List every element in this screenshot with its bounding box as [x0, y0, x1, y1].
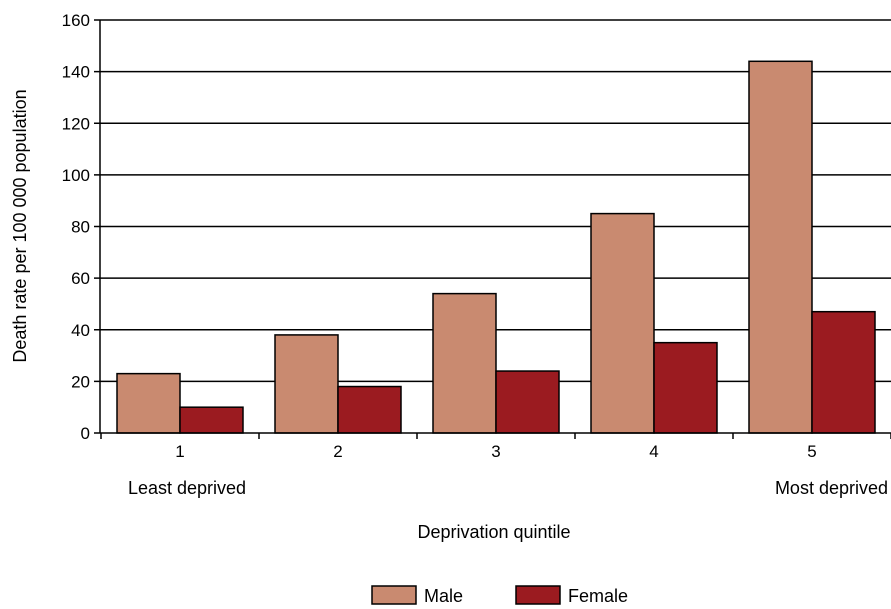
bars	[116, 60, 876, 434]
y-tick-label: 120	[62, 114, 90, 133]
y-tick-label: 100	[62, 166, 90, 185]
y-tick-label: 60	[71, 269, 90, 288]
bar-female-4	[653, 341, 718, 434]
x-tick-label: 2	[333, 442, 342, 461]
x-ticks: 1 2 3 4 5 Least deprived Most deprived	[100, 433, 891, 498]
x-axis-title: Deprivation quintile	[417, 522, 570, 542]
bar-female-2	[337, 385, 402, 434]
legend-swatch-female	[515, 585, 561, 605]
y-axis-title: Death rate per 100 000 population	[10, 89, 30, 362]
bar-male-3	[432, 292, 497, 434]
x-tick-label: 3	[491, 442, 500, 461]
y-tick-label: 160	[62, 11, 90, 30]
x-tick-label: 4	[649, 442, 658, 461]
legend-swatch-male	[371, 585, 417, 605]
bar-male-4	[590, 212, 655, 434]
gridlines	[100, 19, 891, 383]
x-tick-label: 5	[807, 442, 816, 461]
category-annotation: Most deprived	[775, 478, 888, 498]
y-tick-label: 80	[71, 218, 90, 237]
bar-female-1	[179, 406, 244, 434]
y-tick-label: 140	[62, 63, 90, 82]
legend-label-male: Male	[424, 586, 463, 606]
y-tick-label: 0	[81, 424, 90, 443]
bar-male-2	[274, 334, 339, 434]
category-annotation: Least deprived	[128, 478, 246, 498]
x-tick-label: 1	[175, 442, 184, 461]
y-ticks: 0 20 40 60 80 100 120 140 160	[62, 11, 100, 443]
bar-male-1	[116, 372, 181, 434]
y-tick-label: 20	[71, 372, 90, 391]
bar-female-5	[811, 310, 876, 434]
bar-female-3	[495, 370, 560, 434]
legend-label-female: Female	[568, 586, 628, 606]
y-tick-label: 40	[71, 321, 90, 340]
legend: Male Female	[371, 585, 628, 606]
bar-male-5	[748, 60, 813, 434]
